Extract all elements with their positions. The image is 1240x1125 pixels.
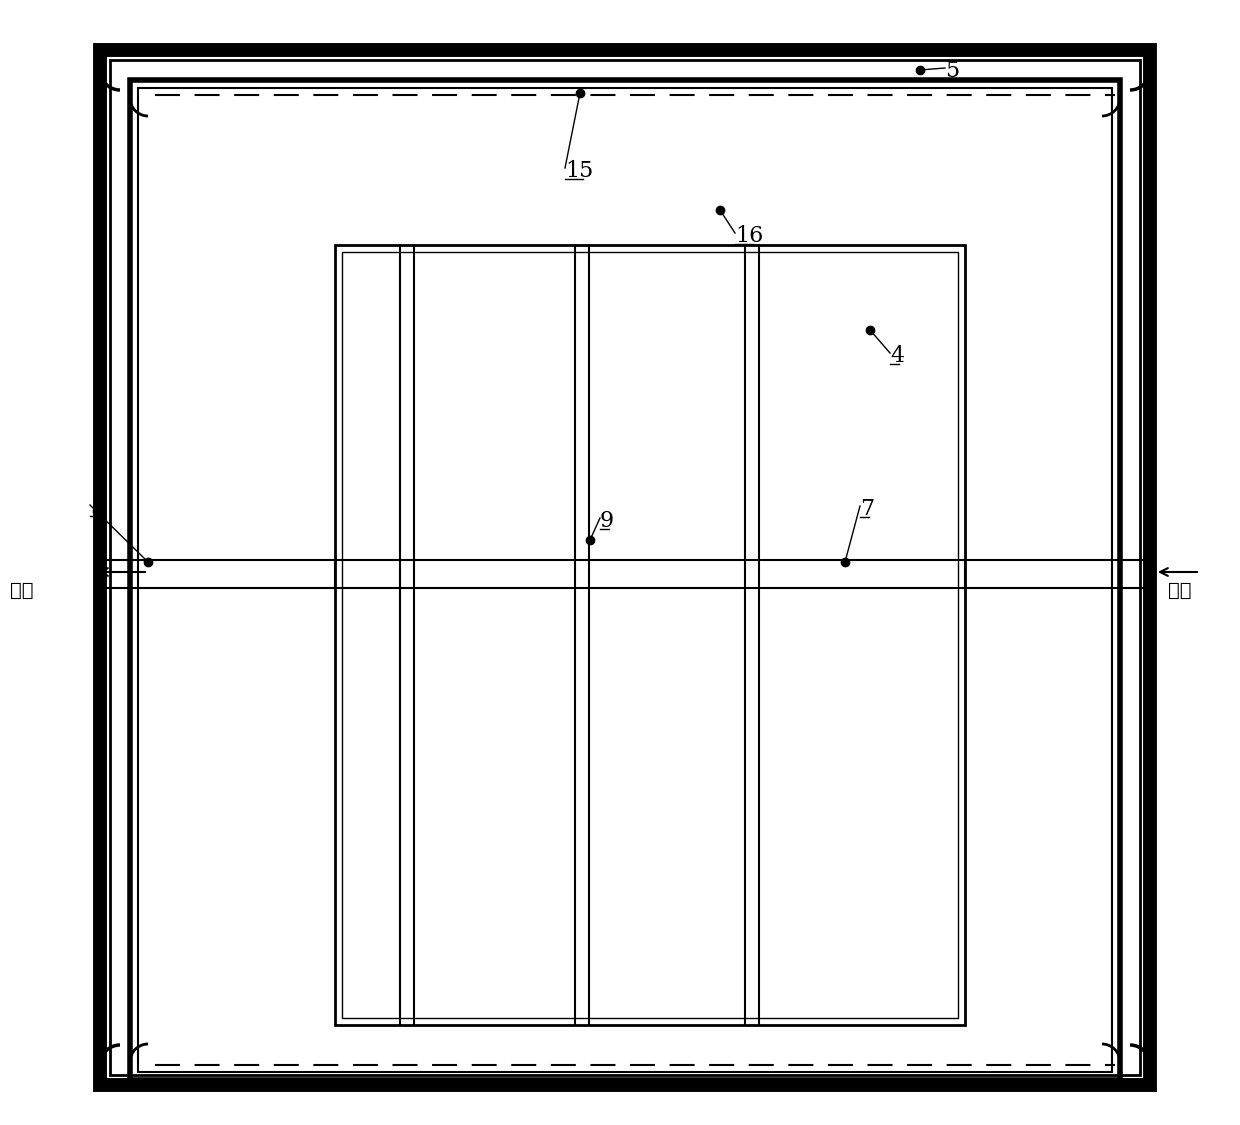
Text: 4: 4 [890, 345, 904, 367]
Bar [342, 252, 959, 1018]
Text: 16: 16 [735, 225, 764, 248]
Text: 9: 9 [600, 510, 614, 532]
Bar [130, 80, 1120, 1080]
Bar [138, 88, 1112, 1072]
Text: 进水: 进水 [1168, 580, 1192, 600]
Text: 15: 15 [565, 160, 593, 182]
Bar [110, 60, 1140, 1076]
Text: 出水: 出水 [10, 580, 33, 600]
Text: 7: 7 [861, 498, 874, 520]
Bar [100, 50, 1149, 1084]
Text: 5: 5 [945, 60, 959, 82]
Text: 3: 3 [91, 497, 104, 519]
Bar [335, 245, 965, 1025]
